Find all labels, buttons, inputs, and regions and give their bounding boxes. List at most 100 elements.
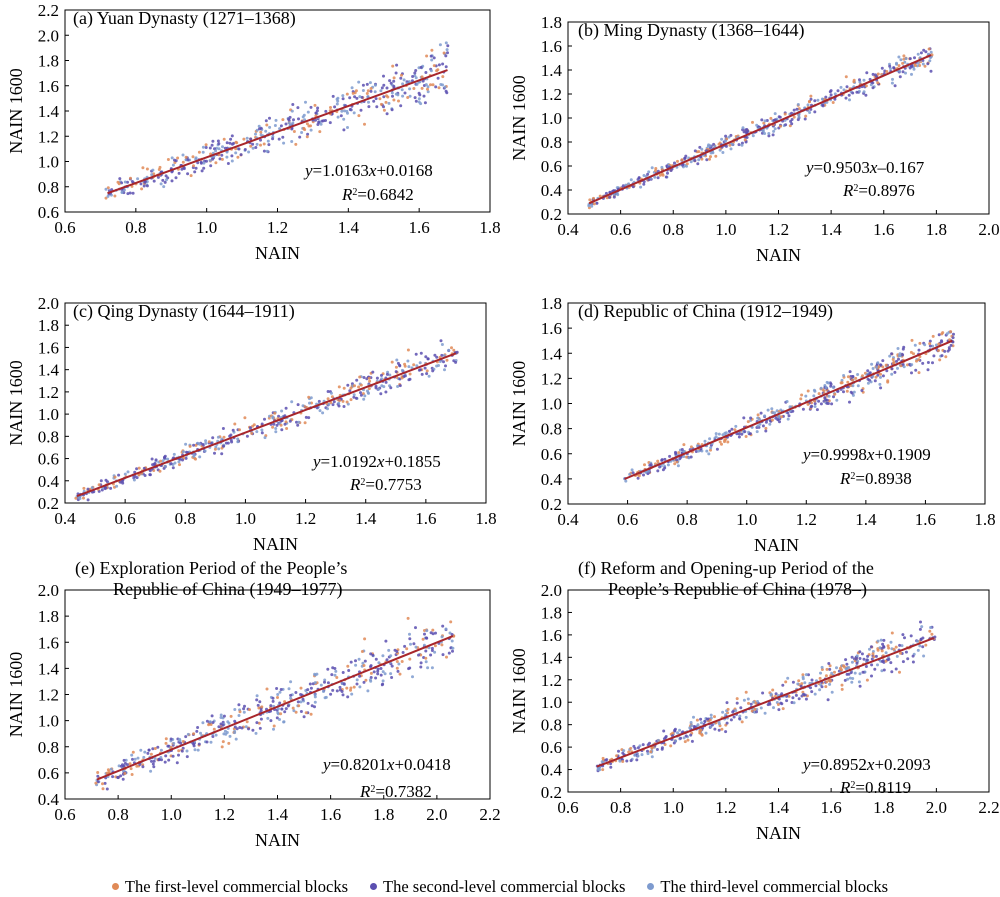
second-level-point bbox=[280, 428, 284, 432]
second-level-point bbox=[411, 75, 415, 78]
first-level-point bbox=[800, 393, 804, 397]
first-level-point bbox=[910, 338, 914, 342]
second-level-point bbox=[169, 737, 173, 741]
y-tick-label: 1.4 bbox=[541, 648, 563, 667]
second-level-point bbox=[268, 116, 271, 120]
first-level-point bbox=[430, 48, 434, 52]
third-level-point bbox=[142, 755, 146, 759]
second-level-point bbox=[267, 143, 271, 147]
y-tick-label: 2.0 bbox=[541, 581, 562, 600]
third-level-point bbox=[878, 646, 882, 650]
second-level-point bbox=[86, 487, 90, 491]
first-level-point bbox=[257, 706, 261, 710]
third-level-point bbox=[713, 145, 717, 148]
first-level-point bbox=[281, 118, 285, 122]
second-level-point bbox=[790, 118, 794, 121]
second-level-point bbox=[871, 86, 875, 90]
x-tick-label: 0.8 bbox=[610, 798, 631, 817]
second-level-point bbox=[223, 146, 227, 150]
first-level-point bbox=[445, 655, 448, 659]
second-level-point bbox=[338, 685, 342, 689]
second-level-point bbox=[791, 696, 795, 700]
second-level-point bbox=[761, 691, 765, 695]
first-level-point bbox=[307, 124, 311, 128]
third-level-point bbox=[851, 677, 855, 680]
second-level-point bbox=[803, 693, 807, 697]
second-level-point bbox=[196, 161, 200, 165]
second-level-point bbox=[275, 716, 279, 720]
y-tick-label: 0.8 bbox=[541, 420, 562, 439]
first-level-point bbox=[367, 387, 371, 391]
second-level-point bbox=[369, 652, 373, 656]
second-level-point bbox=[675, 458, 679, 462]
second-level-point bbox=[447, 651, 451, 655]
second-level-point bbox=[656, 176, 660, 180]
second-level-point bbox=[776, 418, 780, 422]
second-level-point bbox=[326, 390, 330, 393]
second-level-point bbox=[913, 56, 916, 60]
third-level-point bbox=[707, 143, 711, 147]
second-level-point bbox=[919, 51, 923, 55]
first-level-point bbox=[279, 423, 283, 427]
second-level-point bbox=[797, 697, 801, 701]
second-level-point bbox=[444, 364, 447, 368]
second-level-point bbox=[949, 343, 953, 347]
first-level-point bbox=[188, 444, 192, 448]
second-level-point bbox=[315, 406, 319, 410]
second-level-point bbox=[331, 403, 335, 407]
third-level-point bbox=[804, 394, 808, 398]
third-level-point bbox=[343, 109, 346, 113]
second-level-point bbox=[269, 704, 273, 708]
third-level-point bbox=[358, 685, 362, 689]
first-level-point bbox=[297, 704, 301, 708]
second-level-point bbox=[595, 201, 599, 205]
first-level-point bbox=[886, 379, 890, 383]
third-level-point bbox=[159, 748, 163, 752]
third-level-point bbox=[896, 347, 900, 350]
r2-r: R bbox=[341, 185, 353, 204]
first-level-point bbox=[432, 64, 436, 68]
second-level-point bbox=[323, 680, 326, 684]
first-level-point bbox=[400, 73, 403, 77]
second-level-point bbox=[617, 749, 620, 753]
second-level-point bbox=[893, 84, 897, 88]
first-level-point bbox=[283, 700, 287, 704]
third-level-point bbox=[868, 647, 871, 651]
third-level-point bbox=[387, 648, 391, 652]
third-level-point bbox=[319, 122, 323, 126]
second-level-point bbox=[767, 134, 771, 138]
second-level-point bbox=[164, 754, 168, 758]
second-level-point bbox=[858, 78, 861, 82]
second-level-point bbox=[636, 746, 640, 750]
second-level-point bbox=[249, 426, 252, 430]
second-level-point bbox=[374, 97, 378, 101]
third-level-point bbox=[898, 69, 901, 73]
third-level-point bbox=[368, 678, 372, 682]
r2-value: =0.6842 bbox=[357, 185, 413, 204]
equation-slope: =0.8201 bbox=[331, 755, 387, 774]
second-level-point bbox=[729, 133, 733, 137]
second-level-point bbox=[342, 682, 346, 686]
first-level-point bbox=[931, 334, 935, 338]
third-level-point bbox=[400, 88, 404, 92]
r2-value: =0.7753 bbox=[365, 475, 421, 494]
second-level-point bbox=[442, 360, 445, 364]
first-level-point bbox=[181, 160, 185, 164]
first-level-point bbox=[245, 720, 249, 724]
third-level-point bbox=[291, 121, 295, 125]
second-level-point bbox=[382, 74, 385, 78]
second-level-point bbox=[625, 759, 629, 763]
second-level-point bbox=[362, 376, 366, 379]
third-level-point bbox=[615, 191, 619, 195]
third-level-point bbox=[194, 157, 198, 161]
second-level-point bbox=[249, 137, 253, 141]
second-level-point bbox=[220, 452, 224, 456]
third-level-point bbox=[214, 733, 218, 737]
third-level-point bbox=[426, 666, 430, 670]
second-level-point bbox=[826, 698, 830, 702]
second-level-point bbox=[218, 157, 222, 161]
second-level-point bbox=[887, 657, 891, 661]
first-level-point bbox=[818, 676, 822, 680]
second-level-point bbox=[819, 402, 823, 406]
first-level-point bbox=[840, 687, 844, 691]
